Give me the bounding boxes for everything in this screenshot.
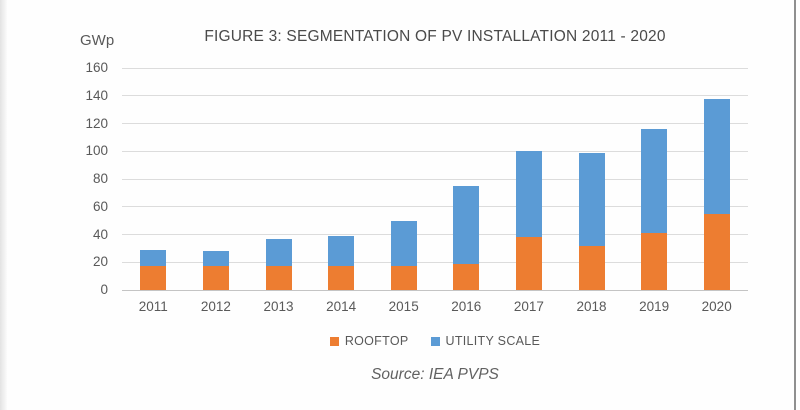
bar-2017-rooftop xyxy=(515,237,542,290)
chart-title: FIGURE 3: SEGMENTATION OF PV INSTALLATIO… xyxy=(204,28,666,45)
x-label-2017: 2017 xyxy=(513,299,544,314)
bar-2018-rooftop xyxy=(578,245,605,290)
bar-2013 xyxy=(265,238,292,290)
x-label-2019: 2019 xyxy=(639,299,670,314)
utility-scale-swatch-icon xyxy=(430,336,440,346)
source-caption: Source: IEA PVPS xyxy=(371,366,499,383)
x-label-2012: 2012 xyxy=(200,299,231,314)
y-tick-120: 120 xyxy=(85,115,108,131)
y-tick-0: 0 xyxy=(100,282,108,297)
gridline-0 xyxy=(122,289,748,291)
bar-2020 xyxy=(703,98,730,290)
bar-2012 xyxy=(202,251,229,290)
gridline-40 xyxy=(122,234,748,235)
bar-2016-utility-scale xyxy=(453,185,480,264)
x-label-2015: 2015 xyxy=(388,299,419,314)
gridline-120 xyxy=(122,123,748,124)
bar-2011-utility-scale xyxy=(140,249,167,267)
bar-2017-utility-scale xyxy=(515,151,542,238)
right-edge-border xyxy=(794,0,796,410)
bar-2011 xyxy=(140,249,167,290)
x-label-2011: 2011 xyxy=(138,299,168,314)
bar-2016-rooftop xyxy=(453,263,480,290)
bar-2015-utility-scale xyxy=(390,220,417,267)
bar-2014-rooftop xyxy=(328,266,355,290)
bar-2018 xyxy=(578,152,605,290)
y-tick-100: 100 xyxy=(85,143,108,159)
y-tick-60: 60 xyxy=(92,198,108,214)
bar-2011-rooftop xyxy=(140,266,167,290)
gridline-20 xyxy=(122,261,748,263)
left-edge-border xyxy=(0,0,7,410)
x-label-2016: 2016 xyxy=(451,299,482,314)
bar-2013-rooftop xyxy=(265,266,292,290)
gridline-140 xyxy=(122,95,748,97)
bar-2019-utility-scale xyxy=(641,129,668,234)
bar-2019-rooftop xyxy=(641,233,668,290)
bar-2013-utility-scale xyxy=(265,238,292,267)
bar-2014-utility-scale xyxy=(328,235,355,267)
bar-2012-utility-scale xyxy=(202,251,229,267)
legend-item-utility-scale: UTILITY SCALE xyxy=(430,334,541,348)
bar-2019 xyxy=(641,129,668,290)
gridline-100 xyxy=(122,150,748,152)
y-axis-unit-label: GWp xyxy=(80,32,115,49)
bar-2015-rooftop xyxy=(390,266,417,290)
bar-2015 xyxy=(390,220,417,290)
bar-2018-utility-scale xyxy=(578,152,605,246)
x-axis-labels: 2011 2012 2013 2014 2015 2016 2017 2018 2019 2020 xyxy=(122,299,748,317)
plot-area xyxy=(122,67,748,291)
bar-2017 xyxy=(515,151,542,290)
gridline-160 xyxy=(122,67,748,69)
y-tick-20: 20 xyxy=(92,254,108,270)
legend-label-utility-scale: UTILITY SCALE xyxy=(445,334,541,348)
gridline-80 xyxy=(122,178,748,180)
x-label-2020: 2020 xyxy=(701,299,732,314)
rooftop-swatch-icon xyxy=(329,336,339,346)
y-tick-160: 160 xyxy=(85,60,108,75)
bar-2012-rooftop xyxy=(202,266,229,290)
bar-2020-utility-scale xyxy=(703,98,730,214)
y-tick-80: 80 xyxy=(92,171,108,186)
y-axis-tick-labels: 0 20 40 60 80 100 120 140 160 xyxy=(68,0,108,410)
legend-item-rooftop: ROOFTOP xyxy=(329,334,409,348)
legend-label-rooftop: ROOFTOP xyxy=(344,334,409,348)
bar-2016 xyxy=(453,185,480,290)
gridline-60 xyxy=(122,206,748,208)
bar-2020-rooftop xyxy=(703,213,730,290)
bar-2014 xyxy=(328,235,355,290)
legend: ROOFTOP UTILITY SCALE xyxy=(122,334,748,348)
x-label-2014: 2014 xyxy=(326,299,357,314)
y-tick-140: 140 xyxy=(85,87,108,103)
x-label-2013: 2013 xyxy=(263,299,294,314)
y-tick-40: 40 xyxy=(92,226,108,242)
x-label-2018: 2018 xyxy=(576,299,607,314)
